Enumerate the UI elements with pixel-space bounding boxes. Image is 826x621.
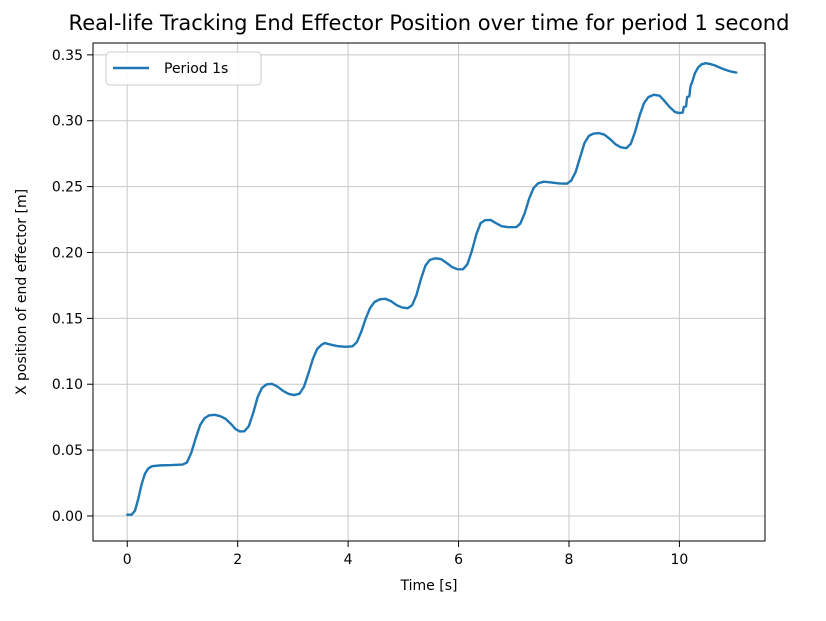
legend: Period 1s: [105, 51, 262, 86]
y-tick-label: 0.10: [52, 377, 83, 393]
x-tick-label: 6: [454, 552, 463, 568]
series-line: [126, 61, 738, 516]
x-tick-label: 10: [670, 552, 688, 568]
plot-frame: [92, 42, 766, 542]
x-tick-label: 8: [565, 552, 574, 568]
chart-title: Real-life Tracking End Effector Position…: [69, 11, 790, 35]
y-tick-label: 0.30: [52, 114, 83, 130]
x-tick-label: 4: [344, 552, 353, 568]
y-tick-label: 0.15: [52, 311, 83, 327]
x-axis-label: Time [s]: [400, 578, 458, 594]
y-axis-label: X position of end effector [m]: [14, 189, 30, 395]
y-tick-label: 0.00: [52, 509, 83, 525]
legend-box: [105, 51, 262, 86]
data-series-layer: [126, 61, 738, 516]
x-tick-label: 2: [233, 552, 242, 568]
grid-lines: [93, 43, 765, 541]
y-tick-label: 0.25: [52, 180, 83, 196]
y-tick-label: 0.20: [52, 245, 83, 261]
legend-label: Period 1s: [164, 61, 228, 77]
x-tick-label: 0: [123, 552, 132, 568]
y-tick-label: 0.35: [52, 48, 83, 64]
y-tick-label: 0.05: [52, 443, 83, 459]
axis-ticks: 0 2 4 6 8 10 0.00 0.05 0.10 0.15 0.20 0.25 0.30 0.35: [52, 48, 688, 568]
